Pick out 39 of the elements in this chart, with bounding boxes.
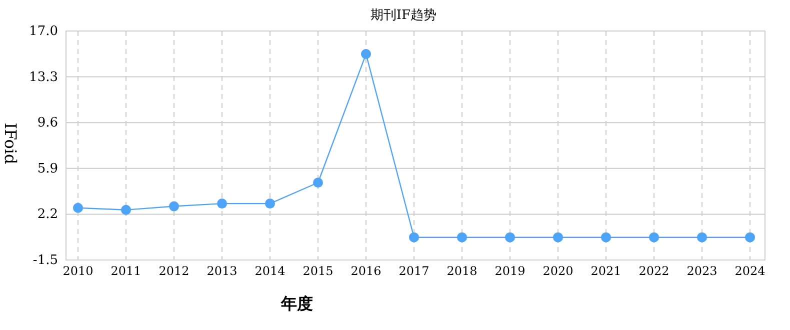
point <box>73 202 83 213</box>
x-tick-label: 2015 <box>302 264 334 278</box>
x-tick-label: 2018 <box>446 264 478 278</box>
point <box>553 232 563 242</box>
point <box>169 201 179 212</box>
chart-title: 期刊IF趋势 <box>370 8 437 23</box>
x-tick-label: 2016 <box>350 264 382 278</box>
point <box>697 232 707 242</box>
x-tick-label: 2012 <box>158 264 190 278</box>
point <box>121 204 131 215</box>
x-tick-label: 2011 <box>110 264 142 278</box>
point <box>505 232 515 242</box>
y-tick-label: 13.3 <box>29 70 58 85</box>
point <box>601 232 611 242</box>
x-tick-label: 2023 <box>686 264 718 278</box>
x-tick-label: 2014 <box>254 264 286 278</box>
x-tick-label: 2019 <box>494 264 526 278</box>
x-tick-label: 2024 <box>734 264 766 278</box>
x-tick-label: 2020 <box>542 264 574 278</box>
y-tick-label: 17.0 <box>29 24 58 39</box>
point <box>361 49 371 60</box>
y-tick-label: -1.5 <box>32 253 58 268</box>
point <box>265 198 275 209</box>
x-tick-label: 2013 <box>206 264 238 278</box>
x-tick-label: 2022 <box>638 264 670 278</box>
x-tick-label: 2010 <box>62 264 94 278</box>
x-tick-label: 2017 <box>398 264 430 278</box>
y-axis-title: IFoid <box>1 122 20 164</box>
point <box>313 178 323 188</box>
point <box>409 232 419 242</box>
point <box>649 232 659 242</box>
y-tick-label: 2.2 <box>37 207 58 222</box>
x-tick-label: 2021 <box>590 264 622 278</box>
x-axis-title: 年度 <box>280 294 313 313</box>
point <box>217 198 227 209</box>
point <box>457 232 467 242</box>
point <box>745 232 755 242</box>
y-tick-label: 9.6 <box>37 116 58 131</box>
y-tick-label: 5.9 <box>37 161 58 176</box>
